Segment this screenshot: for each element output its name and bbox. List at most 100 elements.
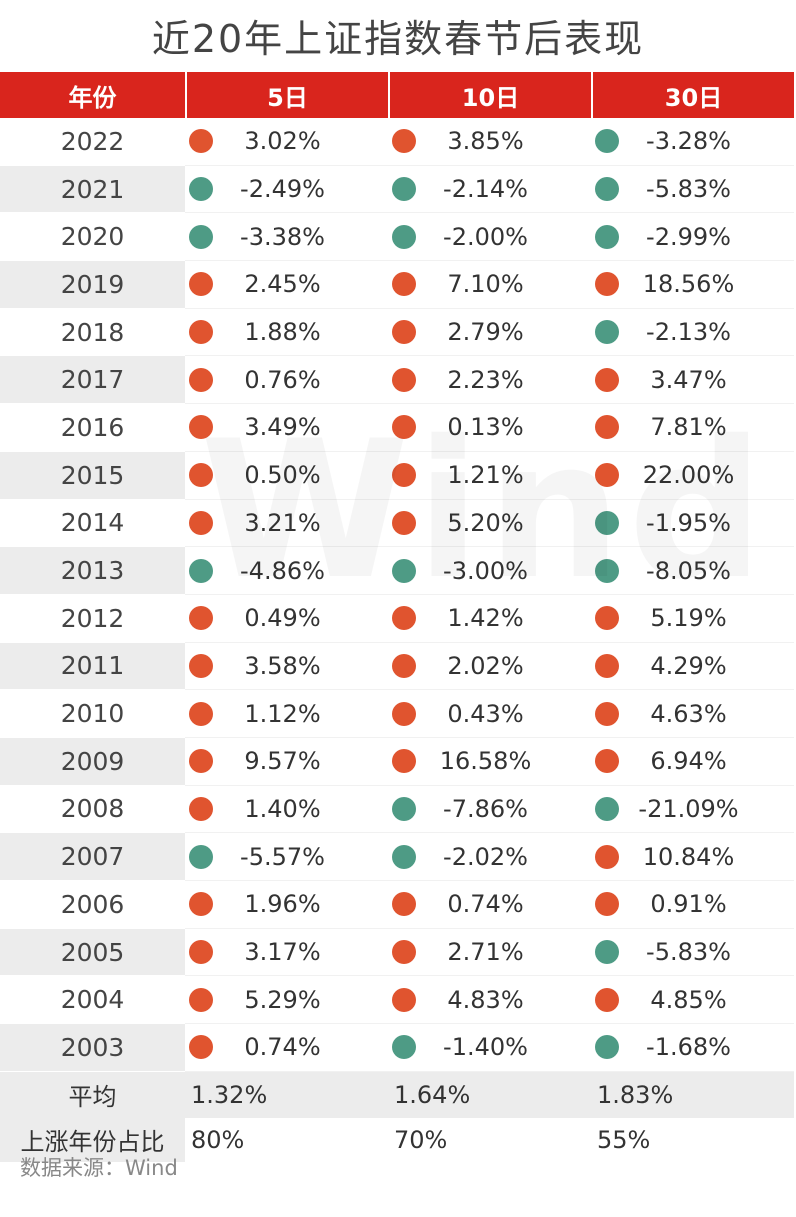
value-cell-d10: 2.02% [388,643,591,691]
value-text: 1.21% [447,461,524,490]
header-30d: 30日 [591,72,794,118]
up-ratio-5d: 80% [185,1117,388,1162]
table-row: 2012 0.49% 1.42% 5.19% [0,595,794,643]
up-dot-icon [189,701,213,726]
up-dot-icon [392,272,416,297]
value-cell-d30: -21.09% [591,786,794,834]
value-text: 3.17% [244,938,321,967]
year-cell: 2005 [0,928,185,977]
value-cell-d10: -3.00% [388,547,591,595]
year-cell: 2009 [0,737,185,786]
value-cell-d30: -2.99% [591,213,794,262]
value-cell-d30: 3.47% [591,356,794,405]
value-cell-d5: -2.49% [185,166,388,214]
year-cell: 2013 [0,547,185,595]
value-text: 1.40% [244,794,321,823]
value-cell-d30: -5.83% [591,929,794,977]
value-cell-d10: 1.42% [388,595,591,643]
down-dot-icon [392,796,416,821]
value-text: -8.05% [646,556,731,585]
up-dot-icon [392,415,416,440]
up-dot-icon [595,606,619,631]
table-row: 2014 3.21% 5.20% -1.95% [0,500,794,548]
table-row: 2003 0.74% -1.40% -1.68% [0,1024,794,1072]
value-text: 2.02% [447,651,524,680]
average-label: 平均 [0,1071,185,1118]
value-cell-d10: -2.00% [388,213,591,262]
year-cell: 2014 [0,500,185,548]
value-cell-d30: 0.91% [591,881,794,929]
value-text: 3.85% [447,127,524,156]
down-dot-icon [189,844,213,869]
value-text: 1.42% [447,604,524,633]
value-cell-d30: 5.19% [591,595,794,643]
up-dot-icon [392,940,416,965]
value-text: 3.21% [244,508,321,537]
value-text: 5.20% [447,508,524,537]
up-dot-icon [189,892,213,917]
value-cell-d30: -1.68% [591,1024,794,1072]
value-text: 4.63% [650,699,727,728]
value-cell-d10: 4.83% [388,976,591,1025]
down-dot-icon [595,1035,619,1060]
value-cell-d5: 0.49% [185,595,388,643]
down-dot-icon [595,796,619,821]
value-cell-d10: -1.40% [388,1024,591,1072]
up-dot-icon [189,606,213,631]
up-dot-icon [189,415,213,440]
down-dot-icon [595,320,619,345]
performance-table: 年份 5日 10日 30日 2022 3.02% 3.85% -3.28% 2021 -2… [0,72,794,1162]
value-cell-d10: -2.14% [388,166,591,214]
value-text: 4.85% [650,985,727,1014]
average-10d: 1.64% [388,1071,591,1118]
year-cell: 2016 [0,404,185,452]
value-cell-d5: 3.58% [185,643,388,691]
value-cell-d10: 2.79% [388,309,591,357]
up-dot-icon [392,749,416,774]
up-dot-icon [189,129,213,154]
down-dot-icon [392,177,416,202]
up-dot-icon [189,320,213,345]
up-dot-icon [189,510,213,535]
value-cell-d30: 4.29% [591,643,794,691]
value-cell-d10: 5.20% [388,500,591,548]
up-dot-icon [189,1035,213,1060]
average-5d: 1.32% [185,1071,388,1118]
up-ratio-30d: 55% [591,1117,794,1162]
up-dot-icon [595,892,619,917]
value-cell-d30: -3.28% [591,118,794,166]
down-dot-icon [595,177,619,202]
value-text: 10.84% [642,842,735,871]
value-cell-d30: -2.13% [591,309,794,357]
table-row: 2013 -4.86% -3.00% -8.05% [0,547,794,595]
down-dot-icon [189,224,213,249]
table-row: 2019 2.45% 7.10% 18.56% [0,261,794,309]
header-10d: 10日 [388,72,591,118]
year-cell: 2018 [0,309,185,357]
up-dot-icon [392,320,416,345]
year-cell: 2010 [0,690,185,738]
value-text: -2.02% [443,842,528,871]
value-cell-d10: 0.13% [388,404,591,452]
value-cell-d5: 9.57% [185,738,388,786]
table-row: 2004 5.29% 4.83% 4.85% [0,976,794,1025]
value-cell-d10: 2.71% [388,929,591,977]
header-year: 年份 [0,72,185,118]
table-row: 2021 -2.49% -2.14% -5.83% [0,165,794,214]
value-text: 2.45% [244,270,321,299]
value-cell-d5: 1.96% [185,881,388,929]
up-dot-icon [595,653,619,678]
value-text: 0.76% [244,365,321,394]
up-dot-icon [595,367,619,392]
value-text: -5.83% [646,175,731,204]
value-text: 0.49% [244,604,321,633]
down-dot-icon [595,558,619,583]
value-cell-d5: 5.29% [185,976,388,1025]
up-dot-icon [392,129,416,154]
value-cell-d30: 6.94% [591,738,794,786]
value-cell-d5: 1.12% [185,690,388,738]
table-row: 2008 1.40% -7.86% -21.09% [0,786,794,834]
table-row: 2020 -3.38% -2.00% -2.99% [0,213,794,262]
table-row: 2005 3.17% 2.71% -5.83% [0,928,794,977]
down-dot-icon [392,224,416,249]
